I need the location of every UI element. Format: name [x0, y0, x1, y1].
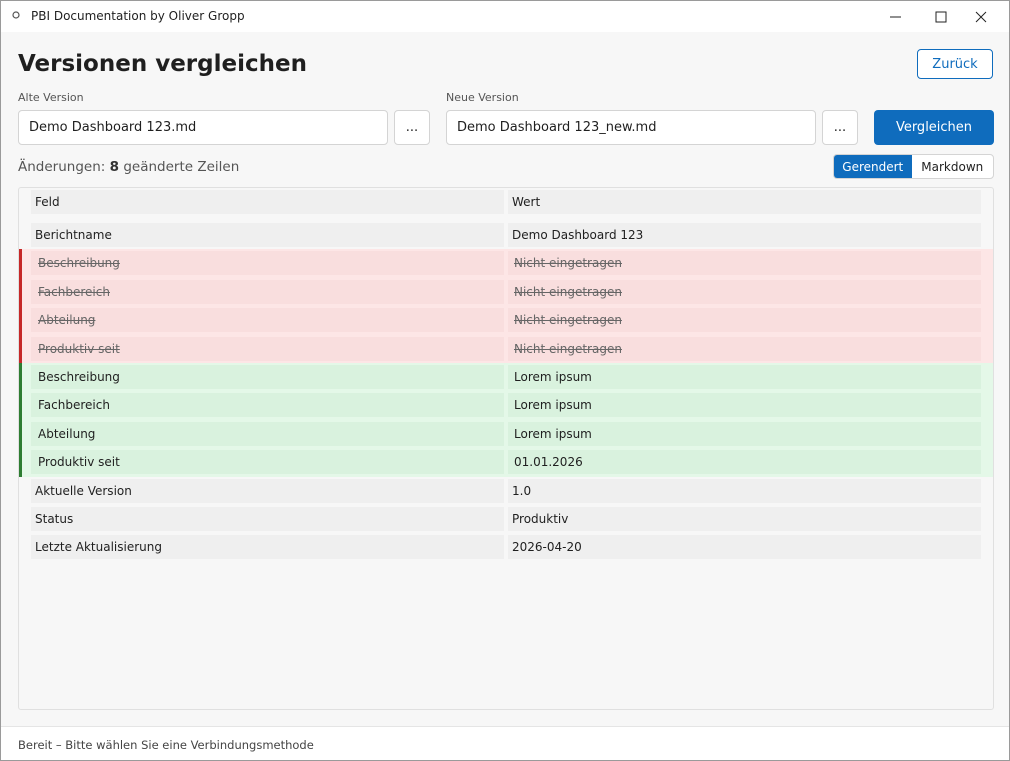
field-cell: Abteilung — [31, 308, 504, 333]
field-cell: Produktiv seit — [31, 336, 504, 361]
value-cell: Nicht eingetragen — [508, 251, 981, 276]
table-row: Berichtname Demo Dashboard 123 — [19, 221, 993, 249]
value-cell: 1.0 — [508, 478, 981, 503]
field-cell: Beschreibung — [31, 365, 504, 389]
change-marker — [19, 419, 22, 449]
change-marker — [19, 391, 22, 420]
column-header: Feld — [31, 190, 504, 214]
value-cell: Nicht eingetragen — [508, 308, 981, 333]
summary-suffix: geänderte Zeilen — [123, 159, 240, 175]
title-bar: PBI Documentation by Oliver Gropp — [1, 1, 1009, 32]
table-row: Beschreibung Nicht eingetragen — [19, 249, 993, 278]
field-cell: Status — [31, 507, 504, 531]
field-cell: Aktuelle Version — [31, 478, 504, 503]
value-cell: Produktiv — [508, 507, 981, 531]
browse-button[interactable]: ... — [822, 110, 858, 145]
window-title: PBI Documentation by Oliver Gropp — [31, 9, 245, 23]
field-cell: Produktiv seit — [31, 450, 504, 475]
value-cell: Lorem ipsum — [508, 393, 981, 418]
field-label: Alte Version — [18, 91, 84, 104]
value-cell: Nicht eingetragen — [508, 279, 981, 304]
table-row: Aktuelle Version 1.0 — [19, 477, 993, 505]
status-bar: Bereit – Bitte wählen Sie eine Verbindun… — [1, 726, 1009, 760]
page-title: Versionen vergleichen — [18, 51, 307, 77]
change-marker — [19, 306, 22, 335]
field-cell: Abteilung — [31, 421, 504, 446]
diff-table: Feld Wert Berichtname Demo Dashboard 123 Bes… — [18, 187, 994, 710]
text-input[interactable]: Demo Dashboard 123.md — [18, 110, 388, 145]
change-marker — [19, 334, 22, 363]
table-row: Abteilung Nicht eingetragen — [19, 306, 993, 335]
change-marker — [19, 363, 22, 392]
app-icon — [12, 11, 20, 19]
browse-button[interactable]: ... — [394, 110, 430, 145]
toggle-option[interactable]: Gerendert — [834, 155, 912, 178]
field-cell: Fachbereich — [31, 393, 504, 418]
status-text: Bereit – Bitte wählen Sie eine Verbindun… — [18, 738, 314, 752]
text-input[interactable]: Demo Dashboard 123_new.md — [446, 110, 816, 145]
compare-button[interactable]: Vergleichen — [874, 110, 994, 145]
change-marker — [19, 249, 22, 278]
table-row: Produktiv seit Nicht eingetragen — [19, 334, 993, 363]
field-cell: Beschreibung — [31, 251, 504, 276]
change-marker — [19, 277, 22, 307]
view-toggle: Gerendert Markdown — [833, 154, 994, 179]
value-cell: Lorem ipsum — [508, 365, 981, 389]
value-cell: 01.01.2026 — [508, 450, 981, 475]
table-row: Letzte Aktualisierung 2026-04-20 — [19, 533, 993, 561]
summary: Änderungen: 8 geänderte Zeilen — [18, 159, 239, 175]
table-row: Produktiv seit 01.01.2026 — [19, 448, 993, 477]
field-cell: Berichtname — [31, 223, 504, 247]
column-header: Wert — [508, 190, 981, 214]
table-row: Fachbereich Nicht eingetragen — [19, 277, 993, 307]
table-row: Beschreibung Lorem ipsum — [19, 363, 993, 392]
table-row: Fachbereich Lorem ipsum — [19, 391, 993, 420]
field-cell: Fachbereich — [31, 279, 504, 304]
summary-prefix: Änderungen: — [18, 159, 106, 175]
toggle-option[interactable]: Markdown — [921, 159, 984, 174]
value-cell: 2026-04-20 — [508, 535, 981, 560]
change-marker — [19, 448, 22, 477]
value-cell: Lorem ipsum — [508, 421, 981, 446]
back-button[interactable]: Zurück — [917, 49, 993, 79]
window-controls[interactable] — [881, 9, 991, 25]
field-label: Neue Version — [446, 91, 519, 104]
summary-count: 8 — [109, 159, 120, 175]
table-row: Abteilung Lorem ipsum — [19, 419, 993, 449]
table-row: Status Produktiv — [19, 505, 993, 533]
value-cell: Demo Dashboard 123 — [508, 223, 981, 247]
value-cell: Nicht eingetragen — [508, 336, 981, 361]
field-cell: Letzte Aktualisierung — [31, 535, 504, 560]
